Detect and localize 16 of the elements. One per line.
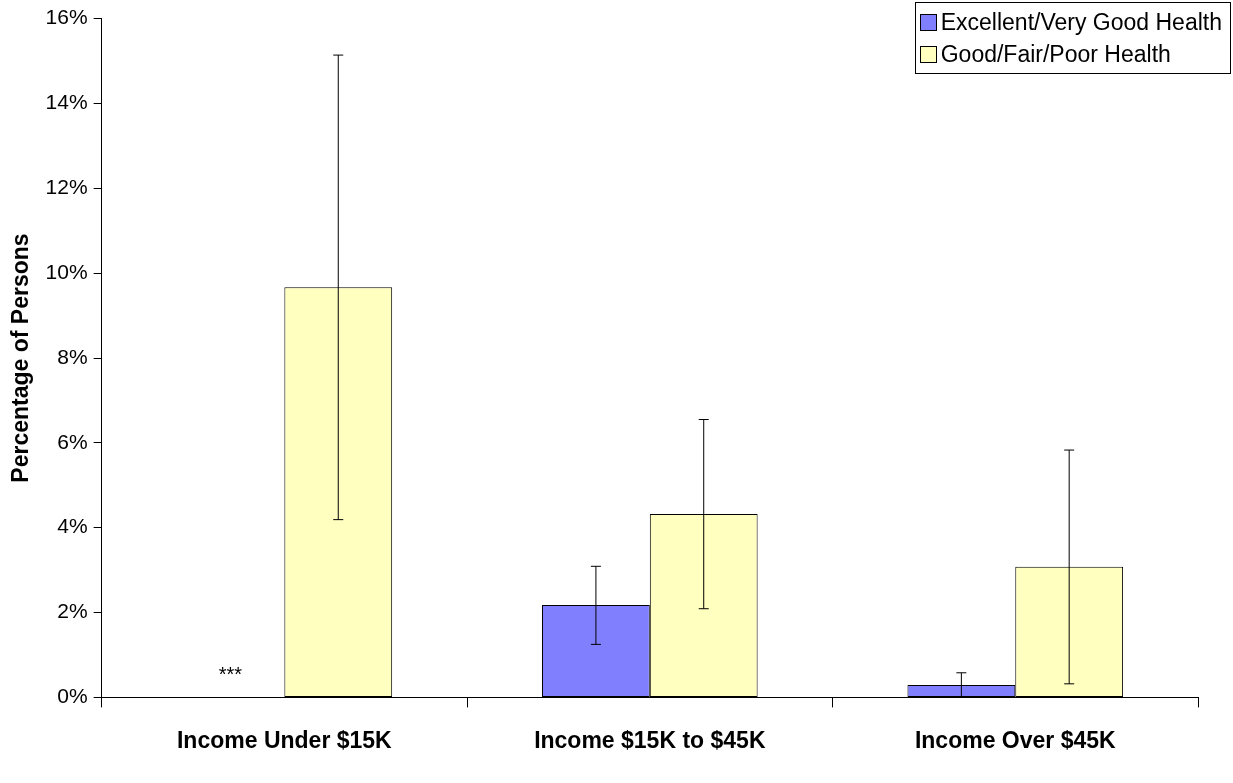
- x-tick-label: Income Over $45K: [914, 726, 1117, 753]
- y-tick-label: 12%: [45, 175, 88, 199]
- y-tick-label: 14%: [45, 90, 88, 114]
- annotation: ***: [218, 662, 243, 685]
- legend-label: Good/Fair/Poor Health: [940, 40, 1171, 69]
- y-tick-label: 8%: [57, 344, 88, 368]
- y-tick-label: 10%: [45, 259, 88, 283]
- y-tick-label: 4%: [57, 514, 88, 538]
- y-tick-label: 2%: [57, 599, 88, 623]
- y-tick-label: 16%: [45, 5, 88, 29]
- y-tick-label: 0%: [57, 684, 88, 708]
- x-tick-label: Income $15K to $45K: [534, 726, 766, 753]
- legend-label: Excellent/Very Good Health: [940, 8, 1222, 37]
- x-tick-label: Income Under $15K: [176, 726, 393, 753]
- y-tick-label: 6%: [57, 429, 88, 453]
- y-axis-title: Percentage of Persons: [7, 233, 34, 483]
